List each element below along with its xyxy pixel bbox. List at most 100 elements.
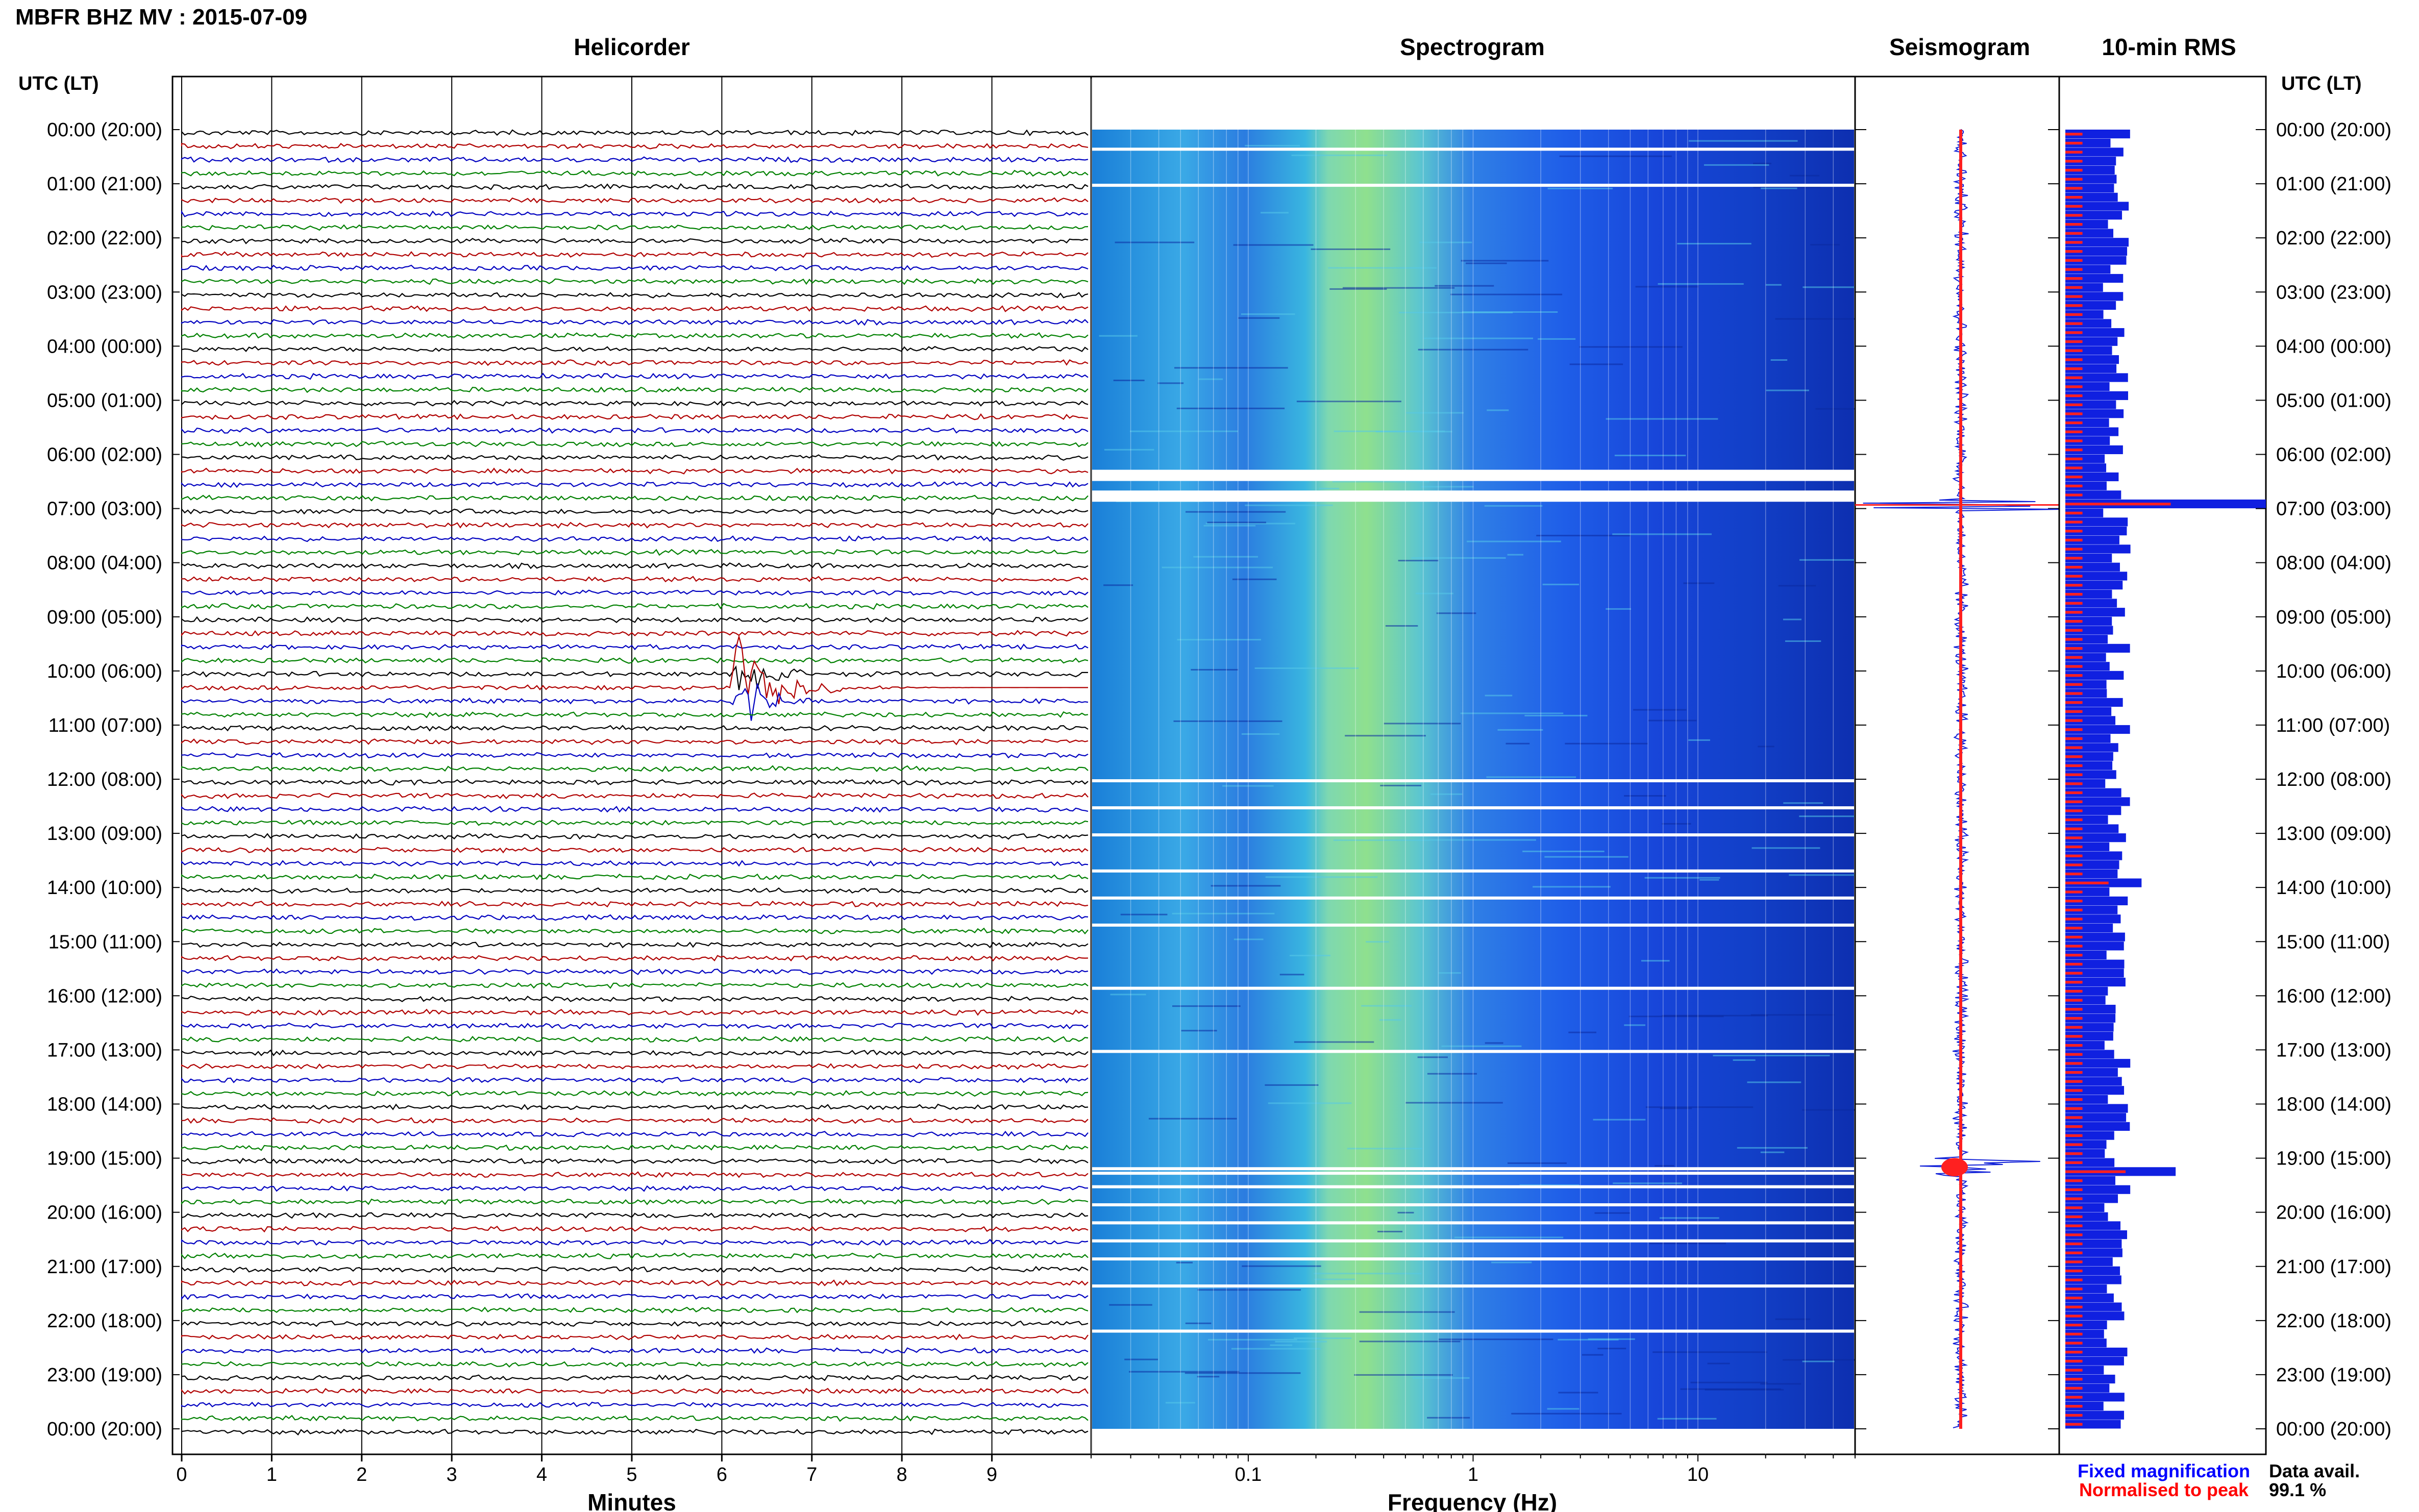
rms-fixed-bar <box>2065 671 2124 680</box>
rms-normalised-bar <box>2065 638 2083 641</box>
spectrogram-texture <box>1802 1109 1858 1111</box>
rms-fixed-bar <box>2065 770 2116 779</box>
spectrogram-texture <box>1568 1031 1597 1033</box>
rms-fixed-bar <box>2065 1040 2105 1050</box>
helicorder-trace <box>181 779 1089 786</box>
rms-normalised-bar <box>2065 449 2083 452</box>
rms-fixed-bar <box>2065 175 2117 184</box>
rms-normalised-bar <box>2065 232 2083 235</box>
rms-fixed-bar <box>2065 581 2123 590</box>
spectrogram-texture <box>1658 283 1744 285</box>
spectrogram-texture <box>1657 1418 1717 1420</box>
spectrogram-texture <box>1579 346 1683 348</box>
legend-fixed-magnification: Fixed magnification <box>2078 1460 2250 1481</box>
spectrogram-texture <box>1467 540 1561 542</box>
helicorder-trace <box>181 481 1089 488</box>
time-label-right: 09:00 (05:00) <box>2276 607 2391 628</box>
rms-normalised-bar <box>2065 782 2083 785</box>
spectrogram-data-gap <box>1092 986 1854 990</box>
rms-fixed-bar <box>2065 626 2113 635</box>
rms-fixed-bar <box>2065 1329 2104 1339</box>
helicorder-trace <box>181 616 1089 624</box>
spectrogram-texture <box>1329 288 1387 290</box>
rms-normalised-bar <box>2065 1116 2083 1119</box>
rms-normalised-bar <box>2065 1359 2083 1363</box>
spectrogram-texture <box>1334 430 1445 432</box>
rms-fixed-bar <box>2065 463 2107 473</box>
data-availability-label: Data avail. <box>2269 1460 2360 1481</box>
rms-normalised-bar <box>2065 629 2083 632</box>
spectrogram-texture <box>1778 585 1816 587</box>
spectrogram-texture <box>1662 823 1691 825</box>
rms-normalised-bar <box>2065 1026 2083 1029</box>
helicorder-trace <box>181 1374 1089 1381</box>
spectrogram-texture <box>1232 578 1277 580</box>
rms-fixed-bar <box>2065 130 2130 139</box>
helicorder-trace <box>181 238 1089 244</box>
rms-fixed-bar <box>2065 1393 2125 1402</box>
minute-tick-label: 8 <box>897 1464 907 1485</box>
rms-normalised-bar <box>2065 520 2083 524</box>
spectrogram-texture <box>1405 1102 1503 1104</box>
rms-normalised-bar <box>2065 1423 2083 1426</box>
rms-normalised-bar <box>2065 511 2083 515</box>
spectrogram-texture <box>1775 318 1873 320</box>
spectrogram-texture <box>1314 1278 1355 1280</box>
helicorder-trace <box>181 738 1089 746</box>
spectrogram-texture <box>1162 566 1273 568</box>
spectrogram-texture <box>1261 212 1289 214</box>
rms-fixed-bar <box>2065 508 2104 517</box>
helicorder-trace <box>181 1063 1089 1070</box>
seismogram-title: Seismogram <box>1889 34 2030 60</box>
rms-normalised-bar <box>2065 665 2083 668</box>
rms-fixed-bar <box>2065 1374 2115 1384</box>
minute-tick-label: 3 <box>447 1464 457 1485</box>
spectrogram-data-gap <box>1092 469 1854 481</box>
time-label-right: 02:00 (22:00) <box>2276 228 2391 249</box>
rms-normalised-bar <box>2065 890 2083 894</box>
rms-normalised-bar <box>2065 737 2083 740</box>
rms-fixed-bar <box>2065 950 2107 960</box>
spectrogram-data-gap <box>1092 896 1854 900</box>
time-label-right: 18:00 (14:00) <box>2276 1094 2391 1116</box>
rms-fixed-bar <box>2065 562 2120 572</box>
rms-fixed-bar <box>2065 1032 2113 1041</box>
rms-fixed-bar <box>2065 959 2125 969</box>
rms-normalised-bar <box>2065 1215 2083 1219</box>
rms-fixed-bar <box>2065 238 2129 247</box>
spectrogram-texture <box>1207 1339 1297 1341</box>
rms-fixed-bar <box>2065 887 2110 897</box>
time-label-left: 04:00 (00:00) <box>47 336 162 357</box>
helicorder-trace <box>181 318 1089 326</box>
rms-normalised-bar <box>2065 1188 2083 1192</box>
spectrogram-texture <box>1265 1084 1319 1086</box>
rms-normalised-bar <box>2065 1044 2083 1047</box>
rms-normalised-bar <box>2065 195 2083 199</box>
rms-fixed-bar <box>2065 1086 2125 1095</box>
rms-normalised-bar <box>2065 755 2083 758</box>
rms-normalised-bar <box>2065 1179 2083 1182</box>
rms-normalised-bar <box>2065 1008 2083 1011</box>
spectrogram-texture <box>1508 1162 1567 1164</box>
spectrogram-texture <box>1466 262 1507 264</box>
rms-normalised-bar <box>2065 1206 2083 1209</box>
rms-normalised-bar <box>2065 484 2083 488</box>
helicorder-panel <box>171 76 1092 1455</box>
spectrogram-texture <box>1385 625 1418 627</box>
rms-fixed-bar <box>2065 643 2130 653</box>
rms-fixed-bar <box>2065 1320 2107 1330</box>
rms-normalised-bar <box>2065 259 2083 262</box>
rms-normalised-bar <box>2065 962 2083 966</box>
rms-fixed-bar <box>2065 319 2112 328</box>
rms-fixed-bar <box>2065 1366 2104 1375</box>
rms-fixed-bar <box>2065 1401 2104 1411</box>
spectrogram-texture <box>1231 1348 1321 1350</box>
spectrogram-texture <box>1347 1148 1422 1150</box>
time-label-right: 11:00 (07:00) <box>2276 715 2390 736</box>
data-availability-value: 99.1 % <box>2269 1479 2326 1500</box>
rms-fixed-bar <box>2065 599 2117 608</box>
rms-fixed-bar <box>2065 1339 2107 1348</box>
spectrogram-texture <box>1536 535 1631 537</box>
rms-fixed-bar <box>2065 427 2119 436</box>
spectrogram-texture <box>1104 449 1154 451</box>
